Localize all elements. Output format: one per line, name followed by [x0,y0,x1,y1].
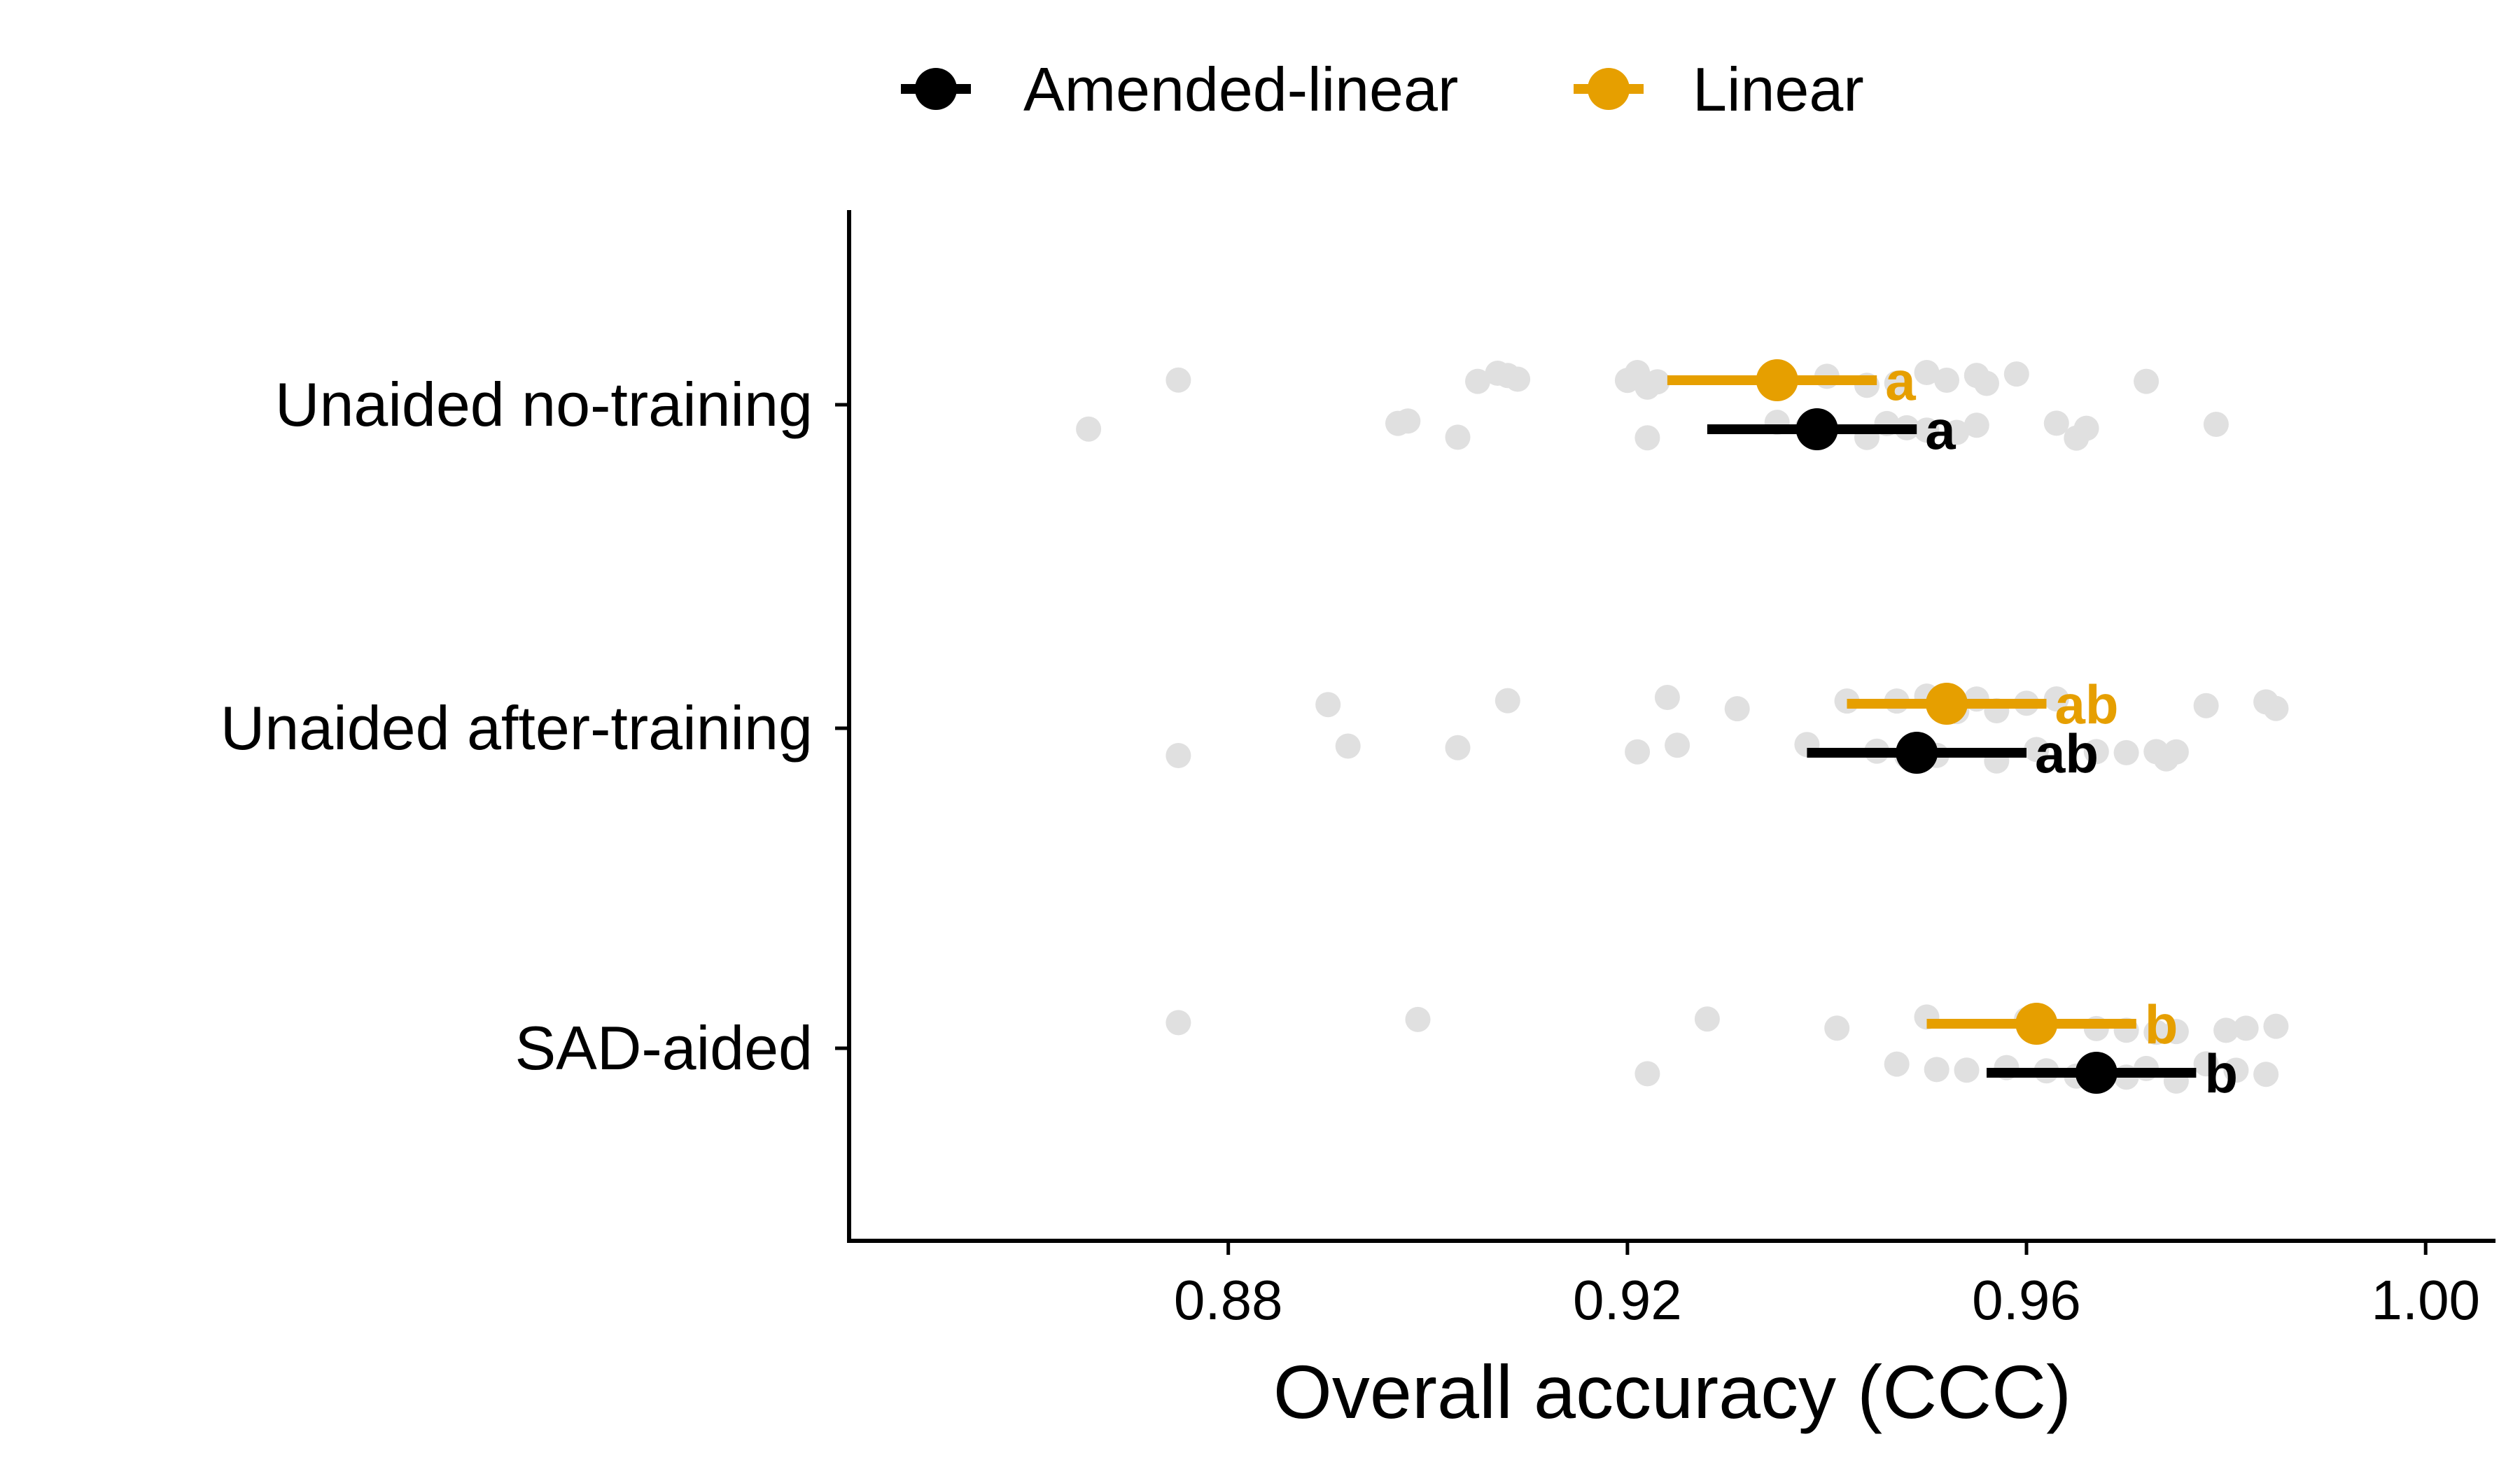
category-label: Unaided no-training [275,370,813,439]
raw-point [1315,692,1341,718]
raw-point [1644,369,1670,395]
raw-point [1166,743,1191,768]
raw-point [1445,735,1471,760]
mean-point [2015,1003,2058,1045]
raw-point [1654,685,1680,710]
raw-point [2073,415,2099,441]
x-axis-title: Overall accuracy (CCC) [1273,1349,2071,1434]
raw-point [1166,367,1191,393]
raw-point [2143,1020,2169,1045]
raw-point [1694,1006,1720,1032]
legend: Amended-linear Linear [901,55,1864,124]
mean-point [1926,683,1968,725]
raw-point [2043,686,2069,712]
mean-point [1795,408,1838,450]
raw-point [2193,1051,2219,1077]
category-label: Unaided after-training [220,693,813,763]
mean-point [1756,359,1798,401]
raw-point [2163,739,2189,765]
raw-point [1166,1010,1191,1036]
raw-point [2253,1062,2279,1087]
raw-point [1914,417,1940,443]
category-label: SAD-aided [514,1013,813,1083]
raw-point [2024,737,2050,763]
raw-point [1494,688,1520,714]
raw-point [2163,1019,2189,1045]
legend-key-marker [1588,68,1630,110]
axes-layer: 0.88 0.92 0.96 1.00 Unaided no-training Unaid… [220,210,2496,1331]
legend-label: Linear [1693,55,1864,124]
raw-point [1405,1006,1431,1032]
raw-point [2263,695,2289,721]
raw-point [1724,696,1750,722]
raw-point [1884,1051,1910,1077]
raw-point [1445,424,1471,450]
x-tick-label: 1.00 [2371,1269,2480,1331]
raw-point [1625,739,1651,765]
legend-key-marker [915,68,957,110]
x-tick-label: 0.92 [1573,1269,1682,1331]
raw-point [2003,361,2029,387]
raw-point [2233,1015,2259,1041]
raw-point [2043,410,2069,436]
raw-point [2083,739,2109,765]
raw-point [1963,412,1989,438]
significance-letter: ab [2035,723,2099,784]
summary-layer: a ab b a ab b [1667,350,2238,1104]
raw-point [1944,419,1970,445]
raw-point [1395,408,1421,434]
significance-letter: a [1885,350,1916,412]
significance-letter: ab [2055,674,2119,735]
raw-point [1634,425,1660,451]
raw-point [1335,733,1361,759]
raw-point [1954,1057,1980,1083]
raw-point [2193,693,2219,718]
raw-point [2223,1057,2249,1083]
raw-point [1974,370,1999,396]
mean-point [2075,1052,2118,1094]
legend-label: Amended-linear [1023,55,1458,124]
raw-point [2213,1017,2239,1043]
raw-point [1914,360,1940,385]
raw-point [2203,412,2229,437]
raw-point [1634,1061,1660,1087]
raw-point [1505,366,1531,392]
significance-letter: a [1925,399,1956,461]
raw-point [1465,368,1490,394]
raw-point [1934,368,1959,393]
raw-point [1924,1057,1949,1083]
significance-letter: b [2145,994,2178,1055]
mean-point [1896,732,1938,774]
significance-letter: b [2204,1043,2238,1104]
raw-point [1824,1015,1850,1041]
raw-point [2263,1013,2289,1039]
raw-point [1076,416,1102,442]
x-tick-label: 0.88 [1174,1269,1283,1331]
raw-point [1665,732,1690,758]
raw-point [1884,370,1910,396]
raw-point [2134,368,2160,394]
x-tick-label: 0.96 [1972,1269,2081,1331]
raw-point [2113,739,2139,765]
